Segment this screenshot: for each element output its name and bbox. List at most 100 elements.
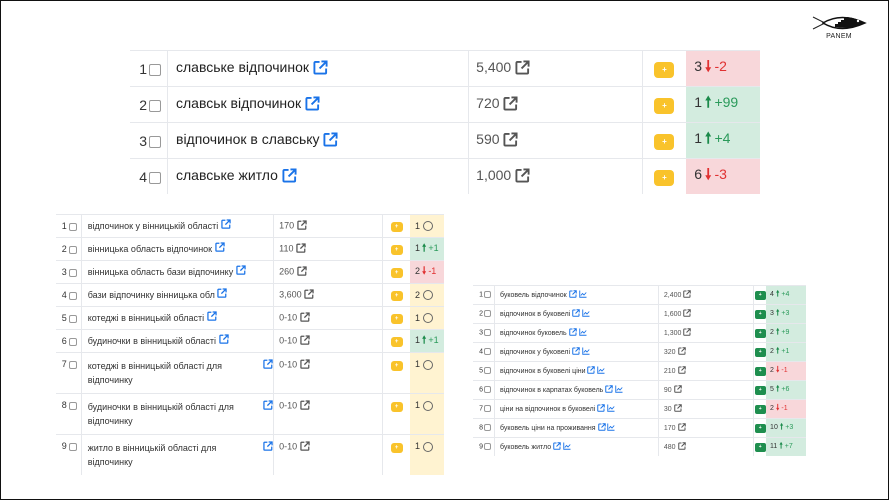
keyword-text[interactable]: славськ відпочинок [176, 95, 302, 112]
add-button[interactable]: + [754, 442, 766, 452]
keyword-text[interactable]: котеджі в вінницькій області [87, 312, 205, 323]
add-button[interactable]: + [754, 404, 766, 414]
external-link-icon[interactable] [217, 288, 228, 302]
row-checkbox[interactable] [484, 386, 492, 394]
chart-trend-icon[interactable] [582, 309, 590, 319]
keyword-text[interactable]: ціни на відпочинок в буковелі [500, 405, 596, 413]
add-button[interactable]: + [390, 222, 403, 232]
external-link-icon[interactable] [282, 168, 297, 186]
external-link-icon[interactable] [300, 400, 310, 412]
keyword-text[interactable]: котеджі в вінницькій області для відпочи… [87, 361, 222, 385]
add-button[interactable]: + [754, 290, 766, 300]
external-link-icon[interactable] [683, 328, 692, 338]
keyword-text[interactable]: відпочинок у вінницькій області [87, 220, 219, 231]
external-link-icon[interactable] [263, 359, 273, 373]
keyword-text[interactable]: відпочинок в карпатах буковель [500, 386, 604, 394]
add-button[interactable]: + [654, 98, 675, 114]
add-button[interactable]: + [390, 291, 403, 301]
external-link-icon[interactable] [297, 220, 307, 232]
external-link-icon[interactable] [605, 385, 614, 395]
keyword-text[interactable]: відпочинок в буковелі ціни [500, 367, 586, 375]
external-link-icon[interactable] [673, 404, 682, 414]
external-link-icon[interactable] [597, 423, 606, 433]
external-link-icon[interactable] [206, 311, 217, 325]
external-link-icon[interactable] [683, 290, 692, 300]
keyword-text[interactable]: бази відпочинку вінницька обл [87, 289, 215, 300]
chart-trend-icon[interactable] [615, 385, 623, 395]
keyword-text[interactable]: відпочинок в славську [176, 131, 320, 148]
external-link-icon[interactable] [503, 96, 518, 114]
row-checkbox[interactable] [149, 63, 161, 76]
keyword-text[interactable]: славське житло [176, 167, 278, 184]
keyword-text[interactable]: відпочинок буковель [500, 329, 567, 337]
chart-trend-icon[interactable] [607, 423, 616, 433]
add-button[interactable]: + [390, 361, 403, 371]
external-link-icon[interactable] [568, 290, 577, 300]
add-button[interactable]: + [390, 443, 403, 453]
add-button[interactable]: + [390, 402, 403, 412]
row-checkbox[interactable] [68, 360, 77, 369]
row-checkbox[interactable] [68, 291, 77, 300]
keyword-text[interactable]: буковель житло [500, 443, 552, 451]
add-button[interactable]: + [390, 245, 403, 255]
chart-trend-icon[interactable] [582, 347, 590, 357]
row-checkbox[interactable] [149, 99, 161, 112]
row-checkbox[interactable] [484, 348, 492, 356]
keyword-text[interactable]: буковель відпочинок [500, 291, 567, 299]
external-link-icon[interactable] [313, 60, 328, 78]
keyword-text[interactable]: відпочинок у буковелі [500, 348, 571, 356]
keyword-text[interactable]: славське відпочинок [176, 59, 310, 76]
external-link-icon[interactable] [300, 312, 310, 324]
external-link-icon[interactable] [515, 168, 530, 186]
external-link-icon[interactable] [263, 441, 273, 455]
external-link-icon[interactable] [677, 423, 686, 433]
add-button[interactable]: + [754, 366, 766, 376]
row-checkbox[interactable] [484, 424, 492, 432]
row-checkbox[interactable] [68, 337, 77, 346]
keyword-text[interactable]: вінницька область бази відпочинку [87, 266, 234, 277]
row-checkbox[interactable] [68, 314, 77, 323]
external-link-icon[interactable] [236, 265, 246, 279]
row-checkbox[interactable] [149, 135, 161, 148]
row-checkbox[interactable] [484, 291, 492, 299]
external-link-icon[interactable] [503, 132, 518, 150]
external-link-icon[interactable] [297, 266, 307, 278]
external-link-icon[interactable] [218, 334, 229, 348]
external-link-icon[interactable] [515, 60, 530, 78]
add-button[interactable]: + [390, 337, 403, 347]
row-checkbox[interactable] [149, 171, 161, 184]
row-checkbox[interactable] [484, 329, 492, 337]
add-button[interactable]: + [754, 423, 766, 433]
row-checkbox[interactable] [484, 443, 492, 451]
add-button[interactable]: + [754, 385, 766, 395]
external-link-icon[interactable] [305, 96, 320, 114]
external-link-icon[interactable] [300, 335, 310, 347]
add-button[interactable]: + [390, 268, 403, 278]
row-checkbox[interactable] [68, 268, 77, 277]
add-button[interactable]: + [754, 347, 766, 357]
add-button[interactable]: + [754, 309, 766, 319]
external-link-icon[interactable] [214, 242, 225, 256]
external-link-icon[interactable] [304, 289, 314, 301]
add-button[interactable]: + [390, 314, 403, 324]
external-link-icon[interactable] [553, 442, 561, 452]
external-link-icon[interactable] [323, 132, 338, 150]
add-button[interactable]: + [654, 62, 675, 78]
row-checkbox[interactable] [68, 401, 77, 410]
keyword-text[interactable]: буковель ціни на проживання [500, 424, 596, 432]
chart-trend-icon[interactable] [563, 442, 571, 452]
external-link-icon[interactable] [296, 243, 306, 255]
keyword-text[interactable]: будиночки в вінницькій області [87, 335, 217, 346]
external-link-icon[interactable] [221, 219, 231, 233]
add-button[interactable]: + [654, 134, 675, 150]
row-checkbox[interactable] [484, 310, 492, 318]
external-link-icon[interactable] [677, 366, 686, 376]
chart-trend-icon[interactable] [578, 328, 587, 338]
row-checkbox[interactable] [68, 245, 77, 254]
external-link-icon[interactable] [568, 328, 577, 338]
external-link-icon[interactable] [572, 309, 580, 319]
row-checkbox[interactable] [68, 222, 77, 231]
external-link-icon[interactable] [263, 400, 273, 414]
keyword-text[interactable]: вінницька область відпочинок [87, 243, 213, 254]
external-link-icon[interactable] [683, 309, 692, 319]
